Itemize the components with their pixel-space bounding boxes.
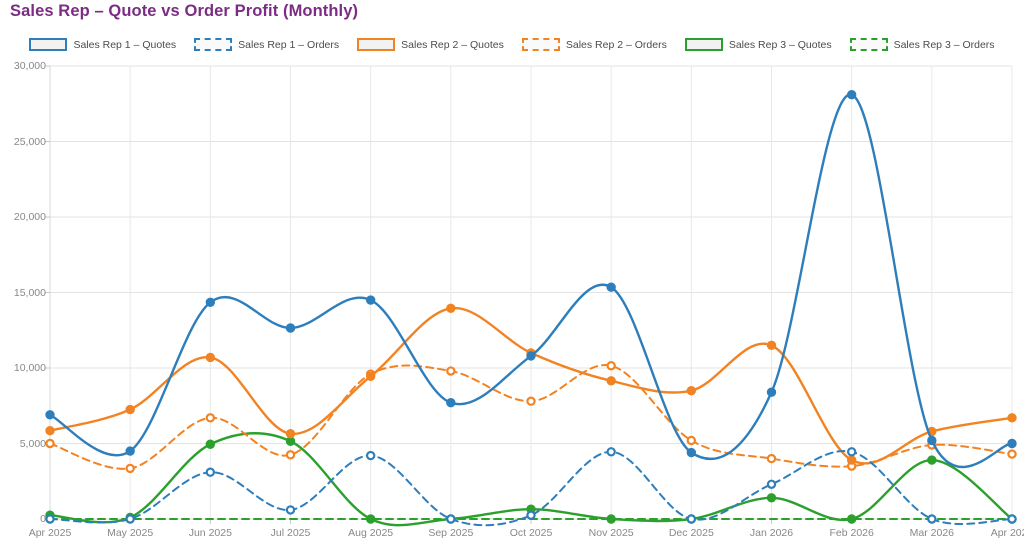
x-axis-tick-label: Jun 2025 [188, 527, 232, 539]
data-point[interactable]: Sales Rep 2 – Quotes — Feb 2026: 3,900 [846, 455, 857, 465]
series-2: Sales Rep 1 – Orders — Apr 2025: 0 Sales … [45, 447, 1017, 527]
legend-item-label: Sales Rep 2 – Quotes [401, 38, 504, 51]
data-point[interactable]: Sales Rep 1 – Orders — Sep 2025: 0 [446, 514, 456, 524]
data-point[interactable]: Sales Rep 1 – Orders — Apr 2025: 0 [45, 514, 55, 524]
legend-item-5[interactable]: Sales Rep 3 – Quotes [684, 38, 832, 51]
chart-legend: Sales Rep 1 – Quotes Sales Rep 1 – Orders… [0, 38, 1024, 51]
data-point[interactable]: Sales Rep 2 – Quotes — Sep 2025: 13,950 [446, 303, 456, 314]
legend-item-label: Sales Rep 2 – Orders [565, 38, 667, 51]
x-axis-tick-label: Apr 2025 [28, 527, 72, 539]
data-point[interactable]: Sales Rep 2 – Orders — Jul 2025: 4,250 [285, 450, 296, 460]
data-point[interactable]: Sales Rep 1 – Orders — Aug 2025: 4,200 [365, 450, 376, 461]
data-point[interactable]: Sales Rep 2 – Quotes — Jul 2025: 5,650 [285, 428, 296, 439]
x-axis-tick-label: Feb 2026 [829, 527, 874, 539]
data-point[interactable]: Sales Rep 2 – Orders — Sep 2025: 9,800 [446, 366, 456, 376]
data-point[interactable]: Sales Rep 2 – Orders — Oct 2025: 7,800 [526, 396, 536, 406]
data-point[interactable]: Sales Rep 1 – Quotes — Jul 2025: 12,650 [285, 323, 296, 333]
series-1: Sales Rep 1 – Quotes — Apr 2025: 6,900 Sa… [45, 89, 1017, 468]
data-point[interactable]: Sales Rep 1 – Orders — Mar 2026: 0 [927, 514, 937, 524]
data-point[interactable]: Sales Rep 1 – Orders — May 2025: 0 [125, 514, 135, 524]
legend-swatch-icon [849, 38, 888, 51]
legend-swatch-icon [357, 38, 396, 51]
data-point[interactable]: Sales Rep 3 – Quotes — Mar 2026: 3,900 [927, 455, 937, 465]
data-point[interactable]: Sales Rep 2 – Orders — Apr 2025: 5,000 [45, 438, 55, 449]
data-point[interactable]: Sales Rep 3 – Quotes — Jul 2025: 5,150 [285, 436, 296, 446]
x-axis-tick-label: Mar 2026 [909, 527, 955, 539]
legend-item-4[interactable]: Sales Rep 2 – Orders [521, 38, 667, 51]
legend-swatch-icon [194, 38, 233, 51]
data-point[interactable]: Sales Rep 2 – Orders — Jun 2025: 6,700 [205, 413, 216, 423]
legend-item-3[interactable]: Sales Rep 2 – Quotes [357, 38, 504, 51]
data-point[interactable]: Sales Rep 1 – Orders — Jul 2025: 600 [285, 505, 296, 515]
legend-item-label: Sales Rep 1 – Orders [238, 38, 340, 51]
legend-swatch-icon [521, 38, 560, 51]
data-point[interactable]: Sales Rep 1 – Quotes — May 2025: 4,500 [125, 446, 135, 456]
x-axis-tick-label: Jul 2025 [270, 527, 311, 539]
data-point[interactable]: Sales Rep 2 – Quotes — Apr 2025: 5,850 [45, 425, 55, 436]
data-point[interactable]: Sales Rep 1 – Quotes — Oct 2025: 10,800 [526, 351, 536, 361]
data-point[interactable]: Sales Rep 1 – Orders — Nov 2025: 4,450 [606, 447, 616, 457]
data-point[interactable]: Sales Rep 1 – Quotes — Dec 2025: 4,400 [686, 447, 697, 458]
data-point[interactable]: Sales Rep 2 – Quotes — Jan 2026: 11,500 [766, 340, 777, 351]
y-axis-tick-label: 5,000 [19, 437, 46, 450]
x-axis-tick-label: Nov 2025 [588, 527, 634, 539]
data-point[interactable]: Sales Rep 1 – Quotes — Aug 2025: 14,500 [365, 295, 376, 305]
data-point[interactable]: Sales Rep 2 – Orders — Apr 2026: 4,300 [1007, 449, 1017, 459]
data-point[interactable]: Sales Rep 1 – Quotes — Jun 2025: 14,350 [205, 297, 216, 308]
legend-item-label: Sales Rep 3 – Quotes [728, 38, 832, 51]
x-axis-tick-label: Oct 2025 [509, 527, 553, 539]
data-point[interactable]: Sales Rep 2 – Quotes — Aug 2025: 9,450 [365, 371, 376, 382]
data-point[interactable]: Sales Rep 1 – Quotes — Apr 2025: 6,900 [45, 410, 55, 420]
data-point[interactable]: Sales Rep 1 – Quotes — Nov 2025: 15,350 [606, 282, 616, 292]
legend-swatch-icon [684, 38, 723, 51]
y-axis-tick-label: 30,000 [13, 60, 46, 72]
x-axis-tick-label: May 2025 [107, 527, 154, 539]
data-point[interactable]: Sales Rep 2 – Quotes — Jun 2025: 10,700 [205, 352, 216, 363]
data-point[interactable]: Sales Rep 2 – Orders — Dec 2025: 5,200 [686, 435, 697, 446]
y-axis-tick-label: 15,000 [13, 286, 46, 299]
data-point[interactable]: Sales Rep 2 – Orders — Jan 2026: 4,000 [766, 453, 777, 464]
series-line [48, 93, 1014, 468]
data-point[interactable]: Sales Rep 1 – Orders — Dec 2025: 0 [686, 514, 697, 524]
data-point[interactable]: Sales Rep 1 – Quotes — Mar 2026: 5,200 [927, 435, 937, 446]
data-point[interactable]: Sales Rep 1 – Quotes — Apr 2026: 5,000 [1007, 438, 1017, 449]
data-point[interactable]: Sales Rep 1 – Quotes — Feb 2026: 28,100 [846, 89, 857, 100]
x-axis-tick-label: Jan 2026 [749, 527, 794, 539]
x-axis-tick-label: Dec 2025 [668, 527, 714, 539]
data-point[interactable]: Sales Rep 1 – Orders — Apr 2026: 0 [1007, 514, 1017, 524]
data-point[interactable]: Sales Rep 2 – Quotes — May 2025: 7,250 [125, 404, 135, 415]
data-point[interactable]: Sales Rep 1 – Quotes — Jan 2026: 8,400 [766, 387, 777, 397]
x-axis-tick-label: Aug 2025 [348, 527, 394, 539]
y-axis-tick-label: 25,000 [13, 135, 46, 148]
legend-item-6[interactable]: Sales Rep 3 – Orders [849, 38, 995, 51]
legend-item-label: Sales Rep 1 – Quotes [73, 38, 177, 51]
x-axis-tick-label: Sep 2025 [428, 527, 474, 539]
page-title: Sales Rep – Quote vs Order Profit (Month… [10, 2, 359, 20]
data-point[interactable]: Sales Rep 2 – Quotes — Nov 2025: 9,150 [606, 376, 616, 386]
y-axis-tick-label: 10,000 [13, 362, 46, 374]
legend-item-2[interactable]: Sales Rep 1 – Orders [194, 38, 339, 51]
data-point[interactable]: Sales Rep 1 – Orders — Jan 2026: 2,300 [766, 479, 777, 489]
data-point[interactable]: Sales Rep 2 – Quotes — Apr 2026: 6,700 [1007, 413, 1017, 423]
data-point[interactable]: Sales Rep 3 – Quotes — Jun 2025: 4,950 [205, 439, 216, 449]
data-point[interactable]: Sales Rep 1 – Quotes — Sep 2025: 7,700 [446, 398, 456, 408]
series-4: Sales Rep 2 – Orders — Apr 2025: 5,000 Sa… [45, 361, 1017, 474]
legend-item-1[interactable]: Sales Rep 1 – Quotes [29, 38, 176, 51]
data-point[interactable]: Sales Rep 2 – Quotes — Dec 2025: 8,500 [686, 385, 697, 396]
data-point[interactable]: Sales Rep 1 – Orders — Feb 2026: 4,450 [846, 447, 857, 457]
legend-swatch-icon [29, 38, 68, 51]
data-point[interactable]: Sales Rep 2 – Orders — May 2025: 3,350 [125, 463, 135, 474]
data-point[interactable]: Sales Rep 1 – Orders — Oct 2025: 250 [526, 510, 536, 520]
y-axis-tick-label: 20,000 [13, 211, 46, 223]
x-axis-tick-label: Apr 2026 [990, 527, 1024, 539]
data-point[interactable]: Sales Rep 2 – Orders — Nov 2025: 10,150 [606, 361, 616, 371]
legend-item-label: Sales Rep 3 – Orders [893, 38, 995, 51]
y-axis-tick-label: 0 [40, 513, 46, 525]
data-point[interactable]: Sales Rep 3 – Quotes — Jan 2026: 1,400 [766, 493, 777, 503]
data-point[interactable]: Sales Rep 1 – Orders — Jun 2025: 3,100 [205, 467, 216, 477]
